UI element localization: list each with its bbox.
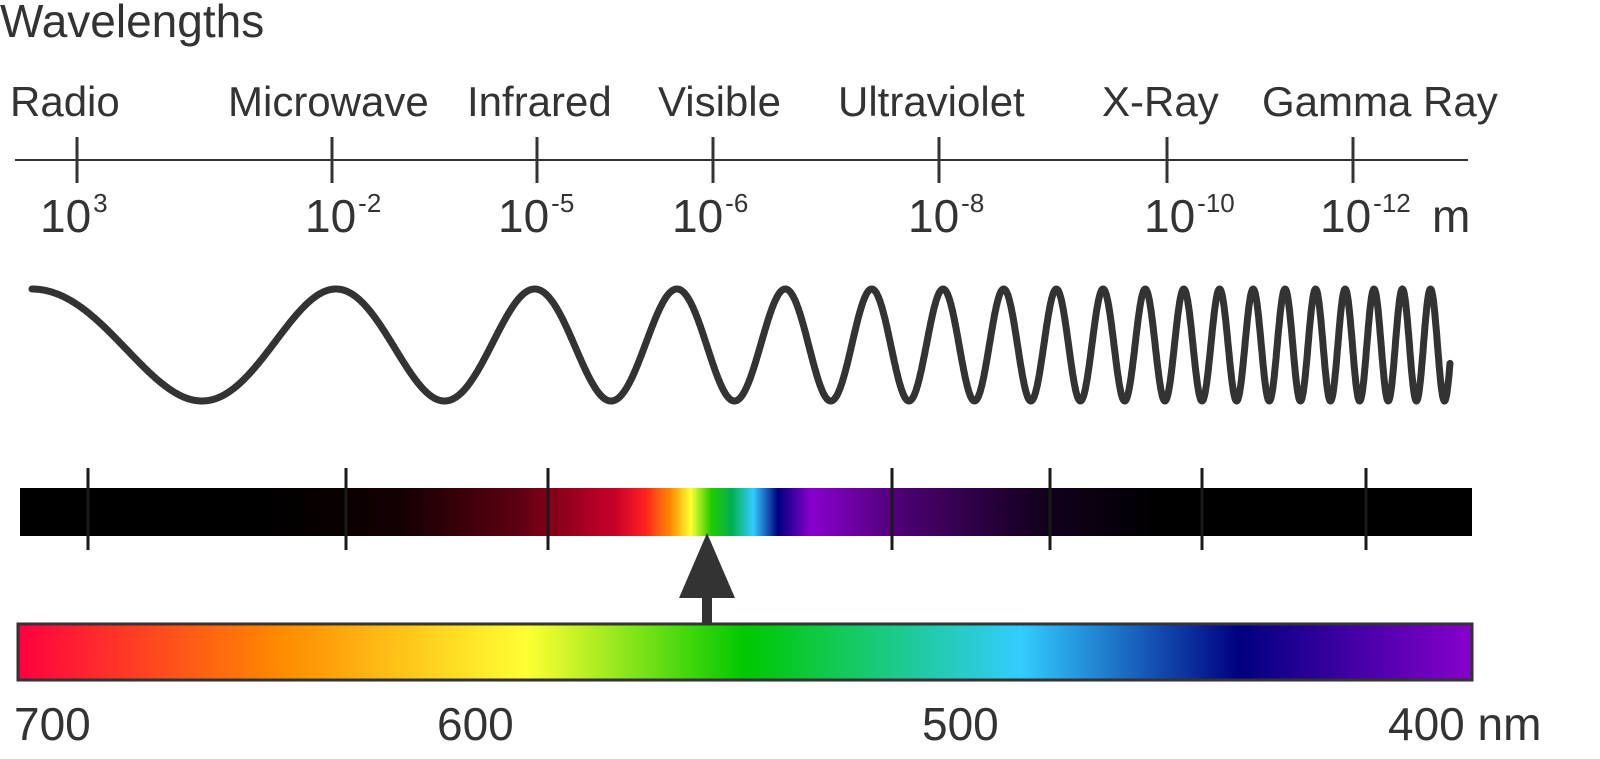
nm-unit: nm [1477,698,1542,750]
wave-line [28,285,1454,405]
band-label-microwave: Microwave [228,78,429,125]
tick-label-gamma-ray: 10-12 [1320,188,1411,242]
em-spectrum-bar [20,488,1472,536]
tick-label-radio: 103 [40,188,108,242]
band-label-gamma-ray: Gamma Ray [1262,78,1498,125]
wavelength-unit: m [1432,190,1471,242]
tick-label-x-ray: 10-10 [1144,188,1235,242]
visible-arrow [679,533,735,626]
tick-label-visible: 10-6 [672,188,749,242]
nm-tick-500: 500 [922,698,999,750]
tick-label-infrared: 10-5 [498,188,575,242]
nm-tick-400: 400 nm [1388,696,1541,752]
tick-label-ultraviolet: 10-8 [908,188,985,242]
nm-tick-600: 600 [437,698,514,750]
nm-tick-700: 700 [14,698,91,750]
visible-spectrum-bar [16,622,1474,682]
diagram-title: Wavelengths [0,0,265,47]
nm-tick-400-value: 400 [1388,698,1465,750]
tick-label-microwave: 10-2 [305,188,382,242]
wavelength-axis-ticks [75,137,1355,183]
band-label-visible: Visible [658,78,781,125]
band-label-infrared: Infrared [467,78,612,125]
band-label-ultraviolet: Ultraviolet [838,78,1025,125]
band-label-radio: Radio [10,78,120,125]
band-label-x-ray: X-Ray [1102,78,1219,125]
em-spectrum-bar-ticks [86,468,1368,550]
